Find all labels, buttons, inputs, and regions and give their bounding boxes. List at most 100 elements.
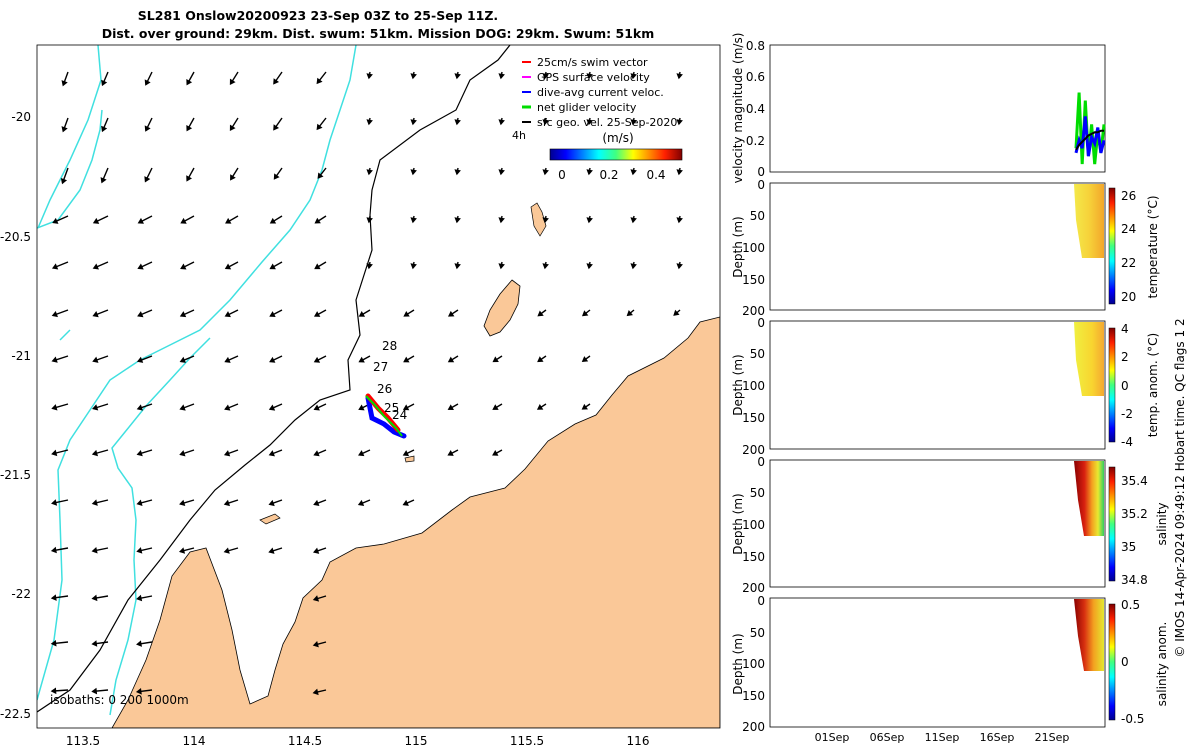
- vector-arrowhead: [51, 404, 58, 411]
- map-legend: 25cm/s swim vector GPS surface velocity …: [512, 56, 683, 182]
- vector-arrowhead: [403, 356, 410, 363]
- vector-arrowhead: [542, 119, 549, 126]
- vector-arrowhead: [269, 311, 276, 318]
- sal-ytick-100: 100: [742, 518, 765, 532]
- sanom-colorbar: [1108, 603, 1116, 721]
- vector-arrowhead: [92, 311, 99, 318]
- vector-arrowhead: [312, 595, 320, 602]
- vector-arrowhead: [91, 640, 98, 647]
- vector-arrowhead: [91, 449, 99, 457]
- vector-arrowhead: [51, 356, 58, 363]
- vector-arrowhead: [179, 356, 186, 363]
- map-xtick-114: 114: [183, 734, 206, 748]
- vector-arrowhead: [410, 217, 417, 224]
- map-xtick-115: 115: [405, 734, 428, 748]
- vector-arrowhead: [137, 311, 144, 318]
- velocity-series-line-2: [1075, 129, 1104, 151]
- vector-arrowhead: [630, 217, 637, 224]
- vector-arrowhead: [537, 356, 544, 363]
- map-colorbar-tick-1: 0.2: [599, 168, 618, 182]
- footer-credit: © IMOS 14-Apr-2024 09:49:12 Hobart time.…: [1173, 318, 1187, 657]
- map-ytick-20-5: -20.5: [0, 230, 31, 244]
- vector-arrowhead: [410, 169, 417, 176]
- vector-arrowhead: [676, 217, 683, 224]
- vector-arrowhead: [224, 311, 231, 318]
- vector-arrowhead: [179, 450, 186, 457]
- salinity-panel: 0 50 100 150 200 Depth (m) 34.8 35 35.2 …: [731, 455, 1169, 595]
- vector-arrowhead: [630, 169, 637, 176]
- velocity-panel-frame: [769, 44, 1106, 173]
- vector-arrowhead: [454, 119, 461, 126]
- vector-arrowhead: [447, 450, 454, 456]
- sanom-cb-tick-0-5: 0.5: [1121, 598, 1140, 612]
- sanom-ytick-0: 0: [757, 594, 765, 608]
- mainland-coast: [111, 316, 720, 728]
- vector-arrowhead: [586, 217, 593, 224]
- vector-arrowhead: [51, 449, 58, 457]
- vector-arrowhead: [542, 169, 549, 176]
- vector-arrowhead: [273, 78, 280, 85]
- time-tick-21sep: 21Sep: [1035, 731, 1070, 744]
- vector-arrowhead: [536, 404, 544, 410]
- vector-arrowhead: [357, 499, 365, 506]
- velocity-series: [1074, 92, 1106, 165]
- vector-arrowhead: [50, 639, 57, 647]
- day-label-28: 28: [382, 339, 397, 353]
- vector-arrowhead: [366, 263, 373, 270]
- map-ytick-22-5: -22.5: [0, 707, 31, 721]
- vector-arrowhead: [447, 404, 454, 411]
- vector-arrowhead: [313, 311, 321, 317]
- vector-arrowhead: [51, 499, 58, 506]
- vector-arrowhead: [180, 217, 187, 224]
- vector-arrowhead: [224, 356, 231, 363]
- time-tick-16sep: 16Sep: [980, 731, 1015, 744]
- vector-arrowhead: [358, 450, 365, 457]
- map-xtick-113-5: 113.5: [66, 734, 100, 748]
- sal-cb-tick-34-8: 34.8: [1121, 573, 1148, 587]
- vector-arrowhead: [61, 80, 68, 87]
- vector-arrowhead: [92, 404, 99, 411]
- vector-arrowhead: [179, 404, 186, 411]
- map-frame: [36, 44, 721, 729]
- map-colorbar-label: (m/s): [602, 131, 633, 145]
- vector-arrowhead: [91, 547, 98, 554]
- sanom-ylabel: Depth (m): [731, 633, 745, 694]
- vector-arrowhead: [586, 169, 593, 176]
- vector-arrowhead: [51, 263, 59, 270]
- glider-track: [365, 393, 407, 439]
- sal-cb-tick-35: 35: [1121, 540, 1136, 554]
- map-colorbar-tick-2: 0.4: [646, 168, 665, 182]
- vector-arrowhead: [498, 169, 505, 176]
- vector-arrowhead: [581, 310, 589, 317]
- vector-arrowhead: [448, 310, 455, 317]
- vector-arrowhead: [136, 594, 143, 602]
- sanom-ytick-200: 200: [742, 720, 765, 734]
- vector-arrowhead: [676, 119, 683, 126]
- vector-arrowhead: [312, 640, 319, 648]
- vector-arrowhead: [313, 404, 320, 411]
- vector-arrowhead: [137, 217, 144, 224]
- vector-arrowhead: [224, 404, 231, 411]
- tanom-cb-label: temp. anom. (°C): [1146, 333, 1160, 437]
- vector-arrowhead: [100, 177, 107, 184]
- vector-arrowhead: [366, 169, 373, 176]
- vector-arrowhead: [586, 263, 593, 270]
- vector-arrowhead: [676, 169, 683, 176]
- temp-ylabel: Depth (m): [731, 216, 745, 277]
- temp-cb-tick-22: 22: [1121, 256, 1136, 270]
- day-label-27: 27: [373, 360, 388, 374]
- vector-arrowhead: [676, 73, 683, 80]
- vector-arrowhead: [498, 119, 505, 126]
- vector-arrowhead: [136, 499, 143, 506]
- islet-2: [404, 455, 415, 463]
- vector-arrowhead: [136, 449, 143, 457]
- vector-arrowhead: [186, 125, 193, 132]
- vector-arrowhead: [358, 404, 365, 411]
- vector-arrowhead: [313, 499, 320, 507]
- sal-ylabel: Depth (m): [731, 493, 745, 554]
- vector-arrowhead: [447, 356, 455, 363]
- map-xtick-115-5: 115.5: [510, 734, 544, 748]
- legend-net-glider: net glider velocity: [537, 101, 637, 114]
- vector-arrowhead: [91, 594, 98, 602]
